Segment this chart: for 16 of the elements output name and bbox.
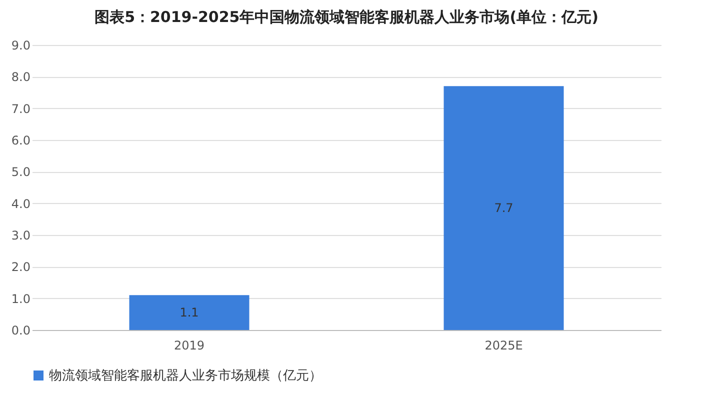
legend-label: 物流领域智能客服机器人业务市场规模（亿元）: [49, 368, 322, 384]
y-tick-label: 6.0: [11, 134, 30, 148]
y-tick-label: 2.0: [11, 260, 30, 274]
y-tick-label: 1.0: [11, 292, 30, 306]
data-label: 1.1: [180, 306, 199, 320]
y-tick-label: 5.0: [11, 165, 30, 180]
y-tick-label: 4.0: [11, 196, 30, 211]
x-tick-label: 2025E: [484, 338, 523, 352]
y-tick-label: 7.0: [11, 102, 30, 116]
y-tick-label: 3.0: [11, 228, 30, 242]
y-tick-label: 8.0: [11, 70, 30, 84]
y-tick-label: 0.0: [11, 324, 30, 338]
chart-title: 图表5：2019-2025年中国物流领域智能客服机器人业务市场(单位：亿元): [94, 8, 598, 26]
x-tick-label: 2019: [174, 338, 205, 352]
data-label: 7.7: [494, 201, 514, 216]
y-tick-label: 9.0: [11, 38, 30, 52]
